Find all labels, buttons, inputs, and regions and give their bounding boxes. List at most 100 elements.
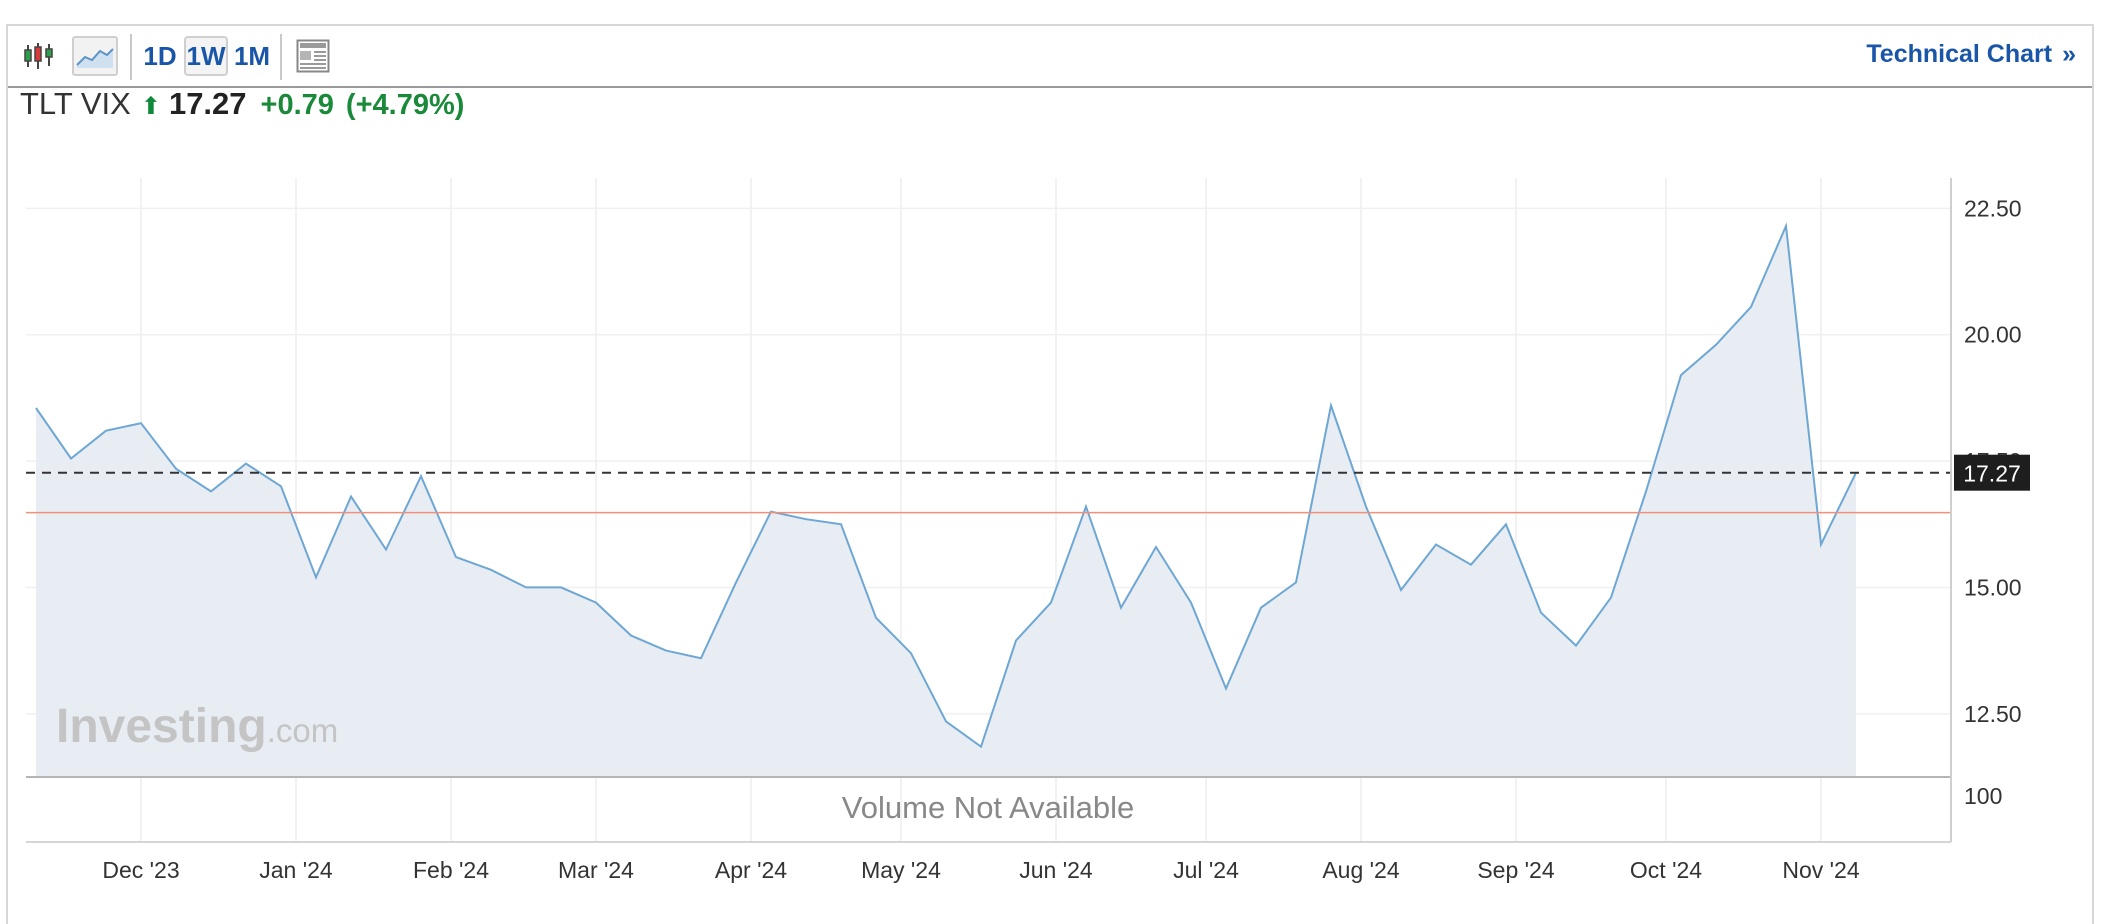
data-point xyxy=(384,548,388,552)
data-point xyxy=(664,649,668,653)
data-point xyxy=(489,568,493,572)
area-icon-glyph xyxy=(76,48,114,68)
last-price-badge-bg xyxy=(1954,454,2030,491)
data-point xyxy=(244,462,248,466)
data-point xyxy=(104,429,108,433)
data-point xyxy=(1014,639,1018,643)
x-tick-label: Nov '24 xyxy=(1782,857,1859,883)
x-tick-label: Jul '24 xyxy=(1173,857,1239,883)
technical-chart-link[interactable]: Technical Chart » xyxy=(1866,40,2076,69)
x-tick-label: Oct '24 xyxy=(1630,857,1702,883)
period-1m-button[interactable]: 1M xyxy=(233,40,271,71)
watermark-brand: Investing xyxy=(56,700,267,753)
x-tick-label: May '24 xyxy=(861,857,941,883)
data-point xyxy=(594,601,598,605)
x-tick-label: Feb '24 xyxy=(413,857,489,883)
area-chart-icon[interactable] xyxy=(72,36,118,76)
data-point xyxy=(1364,505,1368,509)
data-point xyxy=(1294,580,1298,584)
x-tick-label: Aug '24 xyxy=(1322,857,1399,883)
data-point xyxy=(1154,545,1158,549)
layout-icon-glyph xyxy=(296,39,330,73)
y-tick-label: 22.50 xyxy=(1964,195,2022,221)
data-point xyxy=(1399,588,1403,592)
y-tick-label: 12.50 xyxy=(1964,701,2022,727)
period-1w-button[interactable]: 1W xyxy=(184,36,228,76)
technical-chart-label: Technical Chart xyxy=(1866,40,2053,68)
data-point xyxy=(349,494,353,498)
x-tick-label: Dec '23 xyxy=(102,857,179,883)
data-point xyxy=(1119,606,1123,610)
investing-watermark: Investing.com xyxy=(56,700,338,753)
svg-text:Investing.com: Investing.com xyxy=(56,700,338,753)
x-axis-labels: Dec '23 Jan '24 Feb '24 Mar '24 Apr '24 May '… xyxy=(102,857,1859,883)
price-area-fill xyxy=(36,226,1856,777)
chart-toolbar: 1D 1W 1M Technical Chart » xyxy=(8,26,2092,88)
toolbar-divider xyxy=(130,34,132,80)
data-point xyxy=(1259,606,1263,610)
x-tick-label: Apr '24 xyxy=(715,857,787,883)
data-point xyxy=(1189,601,1193,605)
data-point xyxy=(909,651,913,655)
x-tick-label: Mar '24 xyxy=(558,857,634,883)
data-point xyxy=(1434,542,1438,546)
chevron-right-double-icon: » xyxy=(2062,40,2076,68)
data-point xyxy=(454,555,458,559)
price-change: +0.79 xyxy=(260,89,334,121)
data-point xyxy=(1819,542,1823,546)
data-point xyxy=(1504,522,1508,526)
data-point xyxy=(559,585,563,589)
data-point xyxy=(419,474,423,478)
price-change-percent: (+4.79%) xyxy=(345,89,465,121)
quote-header: TLT VIX ⬆ 17.27 +0.79 (+4.79%) xyxy=(20,86,464,122)
x-tick-label: Jan '24 xyxy=(259,857,333,883)
chart-layout-icon[interactable] xyxy=(294,36,332,76)
toolbar-divider xyxy=(280,34,282,80)
up-arrow-icon: ⬆ xyxy=(140,93,161,120)
data-point xyxy=(804,517,808,521)
candlestick-icon-glyph xyxy=(24,43,53,69)
data-point xyxy=(174,467,178,471)
data-point xyxy=(1224,687,1228,691)
period-1d-button[interactable]: 1D xyxy=(143,40,177,71)
data-point xyxy=(629,633,633,637)
data-point xyxy=(1749,305,1753,309)
data-point xyxy=(34,406,38,410)
price-series-line xyxy=(35,222,1857,749)
data-point xyxy=(69,457,73,461)
volume-unavailable-text: Volume Not Available xyxy=(842,790,1134,825)
data-point xyxy=(734,580,738,584)
data-point xyxy=(1644,489,1648,493)
data-point xyxy=(314,575,318,579)
instrument-symbol: TLT VIX xyxy=(20,86,131,121)
data-point xyxy=(139,421,143,425)
data-point xyxy=(1049,601,1053,605)
last-price: 17.27 xyxy=(168,86,247,121)
y-tick-label: 15.00 xyxy=(1964,574,2022,600)
data-point xyxy=(1609,596,1613,600)
x-tick-label: Jun '24 xyxy=(1019,857,1093,883)
x-tick-label: Sep '24 xyxy=(1477,857,1554,883)
last-price-badge: 17.27 xyxy=(1954,454,2030,491)
data-point xyxy=(979,745,983,749)
data-point xyxy=(839,522,843,526)
data-point xyxy=(1329,403,1333,407)
data-point xyxy=(279,484,283,488)
data-point xyxy=(1784,224,1788,228)
candlestick-chart-icon[interactable] xyxy=(20,36,60,76)
data-point xyxy=(874,616,878,620)
watermark-suffix: .com xyxy=(267,712,339,749)
data-point xyxy=(1539,611,1543,615)
data-point xyxy=(1679,373,1683,377)
data-point xyxy=(1084,505,1088,509)
data-point xyxy=(1574,644,1578,648)
data-point xyxy=(524,585,528,589)
volume-axis-label: 100 xyxy=(1964,783,2002,809)
last-price-badge-text: 17.27 xyxy=(1963,461,2021,487)
y-tick-label: 20.00 xyxy=(1964,322,2022,348)
data-point xyxy=(209,489,213,493)
data-point xyxy=(944,719,948,723)
data-point xyxy=(1714,343,1718,347)
data-point xyxy=(1469,563,1473,567)
